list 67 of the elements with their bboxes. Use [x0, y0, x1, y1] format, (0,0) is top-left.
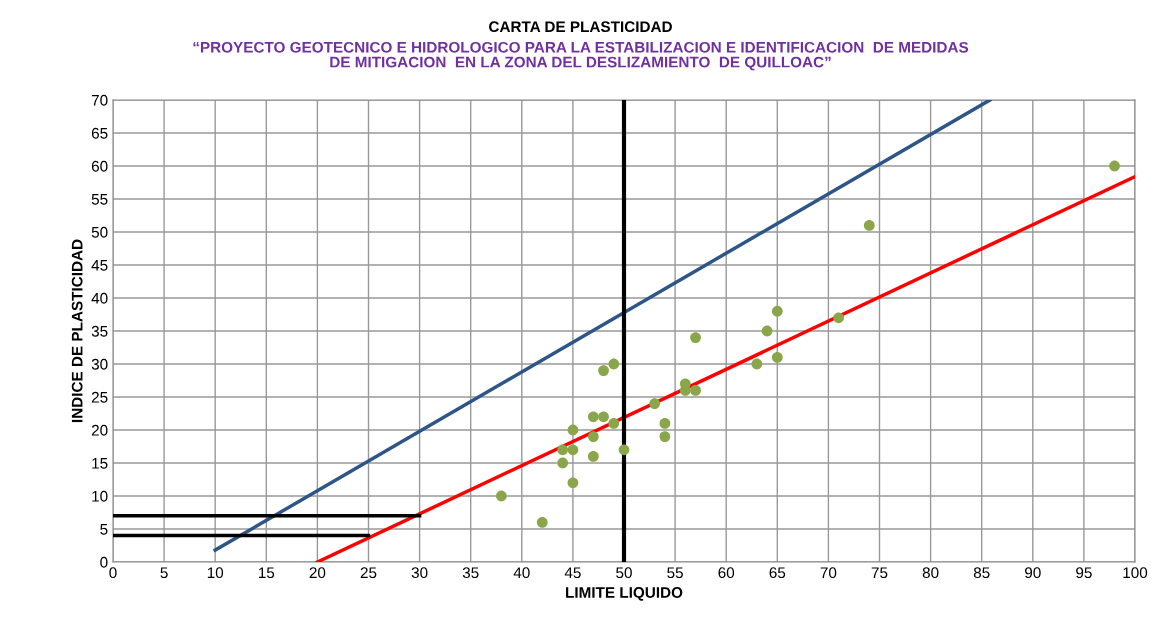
x-tick-label: 20: [309, 567, 326, 579]
point: [761, 325, 773, 337]
point: [598, 365, 609, 376]
x-tick-label: 70: [820, 567, 837, 579]
x-tick-label: 55: [667, 567, 683, 579]
point: [598, 411, 609, 423]
x-axis-title: LIMITE LIQUIDO: [566, 587, 683, 601]
x-tick-label: 10: [207, 567, 224, 579]
point: [557, 457, 569, 469]
point: [536, 517, 548, 528]
x-tick-label: 75: [871, 567, 888, 579]
point: [690, 332, 701, 343]
point: [587, 451, 599, 462]
x-tick-label: 25: [360, 567, 377, 579]
y-tick-label: 10: [92, 490, 108, 502]
point: [771, 352, 783, 363]
y-tick-label: 25: [91, 391, 108, 403]
x-tick-label: 95: [1076, 567, 1092, 579]
point: [863, 220, 875, 231]
x-tick-label: 30: [411, 567, 428, 579]
y-tick-label: 45: [91, 260, 108, 271]
x-tick-label: 0: [109, 567, 117, 579]
point: [690, 385, 701, 396]
x-tick-label: 40: [513, 567, 530, 579]
point: [567, 477, 579, 489]
x-tick-label: 35: [462, 567, 479, 579]
point: [833, 312, 844, 324]
point: [659, 431, 671, 442]
point: [771, 305, 783, 317]
x-tick-label: 80: [922, 567, 939, 579]
point: [557, 444, 569, 456]
point: [1109, 160, 1120, 172]
y-tick-label: 65: [91, 127, 108, 139]
y-tick-label: 20: [91, 424, 108, 436]
point: [587, 431, 599, 442]
x-tick-label: 100: [1123, 567, 1148, 579]
y-tick-label: 5: [100, 524, 108, 535]
y-tick-label: 40: [91, 292, 108, 304]
y-tick-label: 30: [91, 358, 108, 370]
x-tick-label: 5: [160, 567, 168, 579]
y-tick-label: 50: [91, 226, 108, 238]
x-tick-label: 60: [718, 567, 735, 579]
x-tick-label: 90: [1025, 567, 1041, 579]
y-tick-label: 70: [91, 94, 108, 106]
point: [751, 358, 763, 370]
x-tick-label: 15: [258, 567, 275, 579]
point: [587, 411, 599, 423]
x-tick-label: 85: [973, 567, 990, 579]
x-tick-label: 50: [616, 567, 632, 579]
chart-title: CARTA DE PLASTICIDAD: [489, 21, 672, 33]
y-tick-label: 60: [91, 160, 108, 172]
point: [608, 358, 620, 370]
point: [495, 490, 507, 502]
x-tick-label: 65: [769, 567, 786, 579]
point: [608, 418, 620, 429]
point: [649, 398, 661, 409]
y-tick-label: 0: [100, 556, 108, 568]
x-tick-label: 45: [564, 567, 581, 579]
y-axis-title: INDICE DE PLASTICIDAD: [71, 239, 83, 423]
point: [618, 444, 630, 456]
y-tick-label: 35: [91, 325, 108, 337]
y-tick-label: 15: [92, 458, 108, 469]
chart-subtitle: “PROYECTO GEOTECNICO E HIDROLOGICO PARA LA ESTABILIZACION E IDENTIFICACION DE MEDIDAS DE MITIGACION EN LA ZONA DEL DESLIZAMIENTO DE QUILLOAC”: [193, 41, 969, 71]
y-tick-label: 55: [91, 194, 108, 205]
point: [567, 424, 579, 436]
point: [659, 418, 671, 429]
point: [567, 444, 579, 456]
